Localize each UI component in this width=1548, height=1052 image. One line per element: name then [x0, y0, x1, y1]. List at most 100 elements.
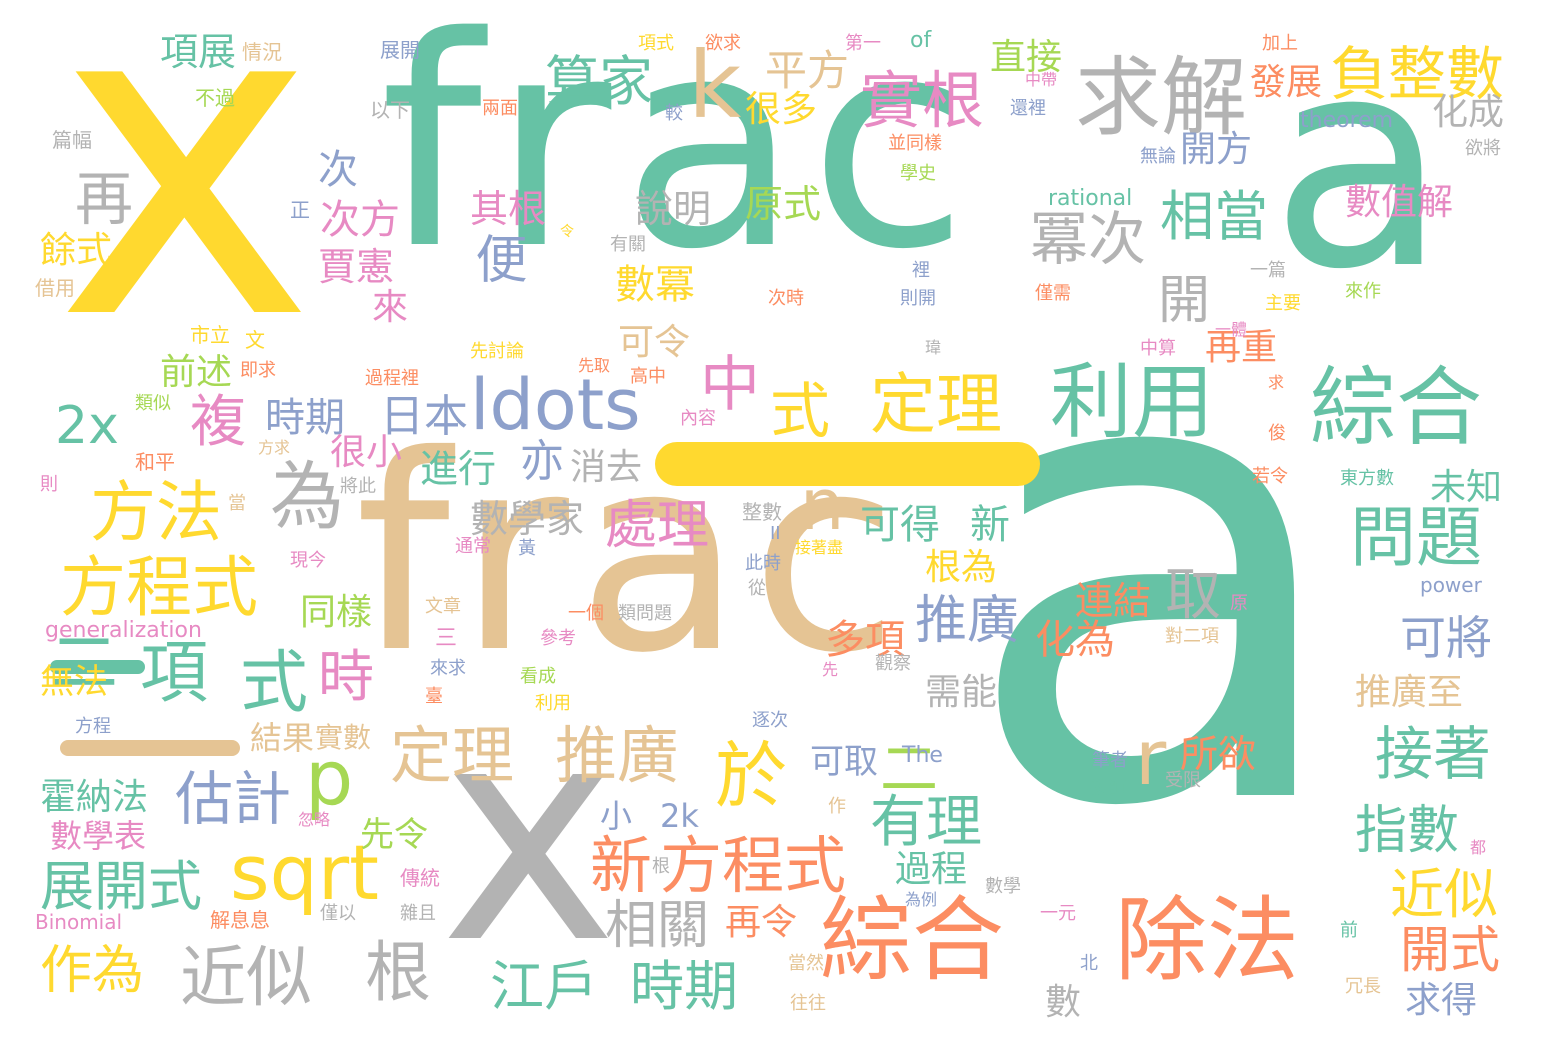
word-san: 三: [435, 626, 458, 651]
word-fangqiu: 方求: [258, 438, 291, 457]
word-cishi: 此時: [745, 553, 781, 574]
word-guancha: 觀察: [875, 653, 911, 674]
word-ruoling: 若令: [1252, 466, 1288, 487]
word-wenti: 問題: [1350, 499, 1482, 576]
word-zhongdai: 中帶: [1025, 70, 1058, 89]
word-zonghe-bottom: 綜合: [820, 887, 1005, 994]
word-tuiguangzhi: 推廣至: [1355, 672, 1464, 713]
word-yiti: 一體: [1215, 320, 1248, 339]
word-xianqu: 先取: [578, 356, 611, 375]
word-zhubu: 逐次: [752, 710, 788, 731]
word-zuo: 作: [828, 796, 846, 817]
word-yuqiu: 欲求: [705, 33, 741, 54]
word-jiashang: 加上: [1262, 33, 1298, 54]
word-xianjin: 現今: [290, 550, 326, 571]
word-zekai: 則開: [900, 288, 936, 309]
word-rongchang: 冗長: [1345, 976, 1381, 997]
word-jinsi-bottom: 近似: [180, 939, 312, 1016]
word-shi-formula: 式: [770, 377, 830, 447]
word-shiqi-b: 時期: [630, 955, 738, 1018]
word-chuli: 處理: [605, 496, 710, 556]
word-er-c: 二: [880, 735, 939, 803]
word-guji: 估計: [175, 765, 292, 833]
word-the: The: [902, 743, 943, 768]
word-er-a: 二: [50, 624, 119, 703]
word-jiangci: 將此: [340, 476, 376, 497]
word-fangchengshi-mid: 方程式: [660, 829, 847, 902]
word-cankao: 參考: [540, 628, 576, 649]
word-cishi-b: 次時: [768, 288, 804, 309]
word-2x: 2x: [55, 396, 119, 456]
word-zhijie: 直接: [990, 37, 1063, 78]
word-jiaxian: 賈憲: [318, 245, 395, 289]
word-xiao: 小: [600, 797, 633, 835]
word-xiangshi: 項式: [638, 33, 674, 54]
word-of: of: [910, 28, 932, 53]
word-shu: 數: [1045, 982, 1082, 1023]
word-leisi: 類似: [135, 393, 171, 414]
word-gen-small: 根: [652, 856, 670, 877]
word-xuneng: 需能: [925, 672, 998, 713]
word-binomial: Binomial: [35, 910, 123, 934]
word-jiqiu: 即求: [240, 360, 276, 381]
word-dingli-a: 定理: [870, 366, 1002, 443]
word-shiqi-a: 時期: [265, 395, 345, 441]
word-shishu: 實數: [315, 721, 372, 754]
word-dongfangshu: 東方數: [1340, 468, 1394, 489]
word-huawei: 化為: [1035, 617, 1115, 663]
word-tai: 臺: [425, 686, 443, 707]
underline-bar-teal-left: [50, 660, 145, 674]
word-bei: 北: [1080, 953, 1098, 974]
word-shi-time: 時: [318, 645, 374, 710]
word-wenzhang: 文章: [425, 596, 461, 617]
word-cong: 從: [748, 578, 766, 599]
word-tuiguang-b: 推廣: [555, 719, 680, 792]
word-keling: 可令: [618, 322, 691, 363]
word-jieyong: 借用: [35, 276, 75, 300]
word-generalization: generalization: [45, 618, 202, 643]
word-laizuo: 來作: [1345, 281, 1381, 302]
word-equals: II: [770, 523, 781, 544]
word-xianling: 先令: [360, 815, 428, 855]
word-jiao: 較: [665, 103, 683, 124]
word-tongyang: 同樣: [300, 592, 373, 633]
word-shigen: 實根: [860, 64, 985, 137]
word-theorem: theorem: [1300, 108, 1394, 133]
word-cifang: 次方: [320, 197, 400, 243]
word-qu: 取: [1165, 563, 1221, 628]
word-jinyi: 僅以: [320, 903, 356, 924]
word-dingli-b: 定理: [390, 719, 515, 792]
word-rational: rational: [1048, 186, 1133, 211]
word-wen: 文: [245, 328, 265, 352]
word-liyong-small: 利用: [535, 693, 571, 714]
word-r: r: [1135, 713, 1167, 802]
word-weizhi: 未知: [1430, 467, 1503, 508]
word-riben: 日本: [380, 391, 468, 442]
word-a-top: a: [1270, 0, 1448, 333]
word-2k: 2k: [660, 797, 699, 835]
word-shouxian: 受限: [1165, 770, 1201, 791]
word-shuzhijie: 數值解: [1345, 182, 1454, 223]
word-xiantaolun: 先討論: [470, 341, 524, 362]
word-bian: 便: [466, 232, 526, 284]
word-zheli: 還裡: [1010, 98, 1046, 119]
word-zhankaishi: 展開式: [40, 855, 202, 918]
word-fazhan: 發展: [1250, 62, 1323, 103]
word-yuanshi: 原式: [745, 182, 822, 226]
word-dangran: 當然: [788, 953, 824, 974]
word-x-yellow: x: [55, 0, 316, 416]
word-yushi: 餘式: [40, 230, 113, 271]
word-yu: 於: [715, 734, 788, 818]
word-miici: 冪次: [1030, 205, 1147, 273]
word-zaqie: 雜且: [400, 903, 436, 924]
word-jinsi-right: 近似: [1390, 863, 1498, 926]
word-chuantong: 傳統: [400, 866, 440, 890]
word-xian-small: 先: [822, 660, 839, 679]
word-kai: 開: [1158, 271, 1211, 331]
word-xiang-a: 項: [140, 634, 209, 713]
word-shi-a: 式: [240, 644, 309, 723]
word-bingtongyang: 並同樣: [888, 133, 942, 154]
word-tongchang: 通常: [455, 536, 491, 557]
word-huonafa: 霍納法: [40, 777, 149, 818]
